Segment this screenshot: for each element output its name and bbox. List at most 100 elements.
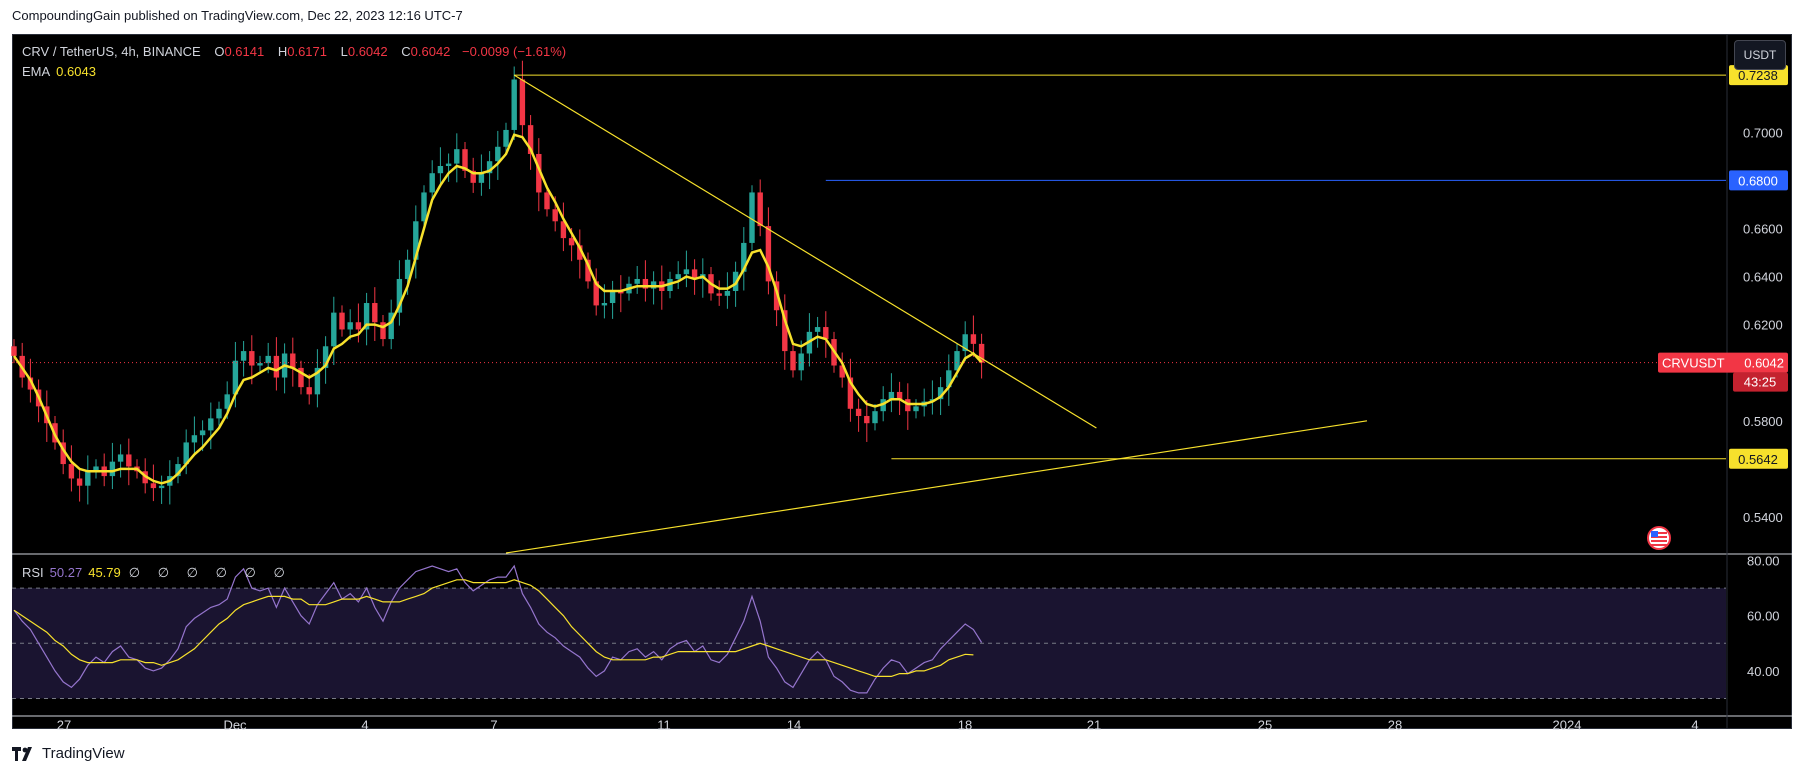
publisher-line: CompoundingGain published on TradingView… bbox=[12, 8, 463, 23]
candle-body bbox=[888, 391, 895, 400]
candle-body bbox=[872, 411, 878, 424]
candle-body bbox=[240, 351, 247, 361]
candle-body bbox=[814, 327, 821, 332]
candle-body bbox=[126, 454, 132, 467]
rsi-ma-line bbox=[13, 579, 974, 678]
candle-body bbox=[363, 303, 370, 330]
rsi-tick-label: 80.00 bbox=[1747, 554, 1780, 569]
time-tick-label: 4 bbox=[1691, 718, 1698, 733]
last-price-value: 0.6042 bbox=[1744, 356, 1784, 371]
candle-body bbox=[109, 461, 116, 477]
countdown-badge bbox=[1733, 372, 1788, 392]
candle-body bbox=[757, 192, 763, 227]
time-tick-label: 2024 bbox=[1553, 718, 1582, 733]
candle-body bbox=[798, 353, 804, 371]
currency-button[interactable]: USDT bbox=[1734, 40, 1786, 70]
candle-body bbox=[486, 161, 493, 174]
flag-stripe bbox=[1651, 544, 1667, 546]
candle-body bbox=[437, 166, 444, 174]
candle-body bbox=[855, 408, 862, 416]
candle-body bbox=[839, 365, 845, 378]
candle-body bbox=[962, 334, 968, 352]
candle-body bbox=[462, 149, 468, 171]
flag-stripe bbox=[1651, 536, 1667, 538]
candle-body bbox=[249, 351, 255, 366]
candle-body bbox=[208, 418, 214, 431]
candle-body bbox=[478, 173, 485, 183]
footer-brand[interactable]: TradingView bbox=[12, 745, 125, 762]
low-label: L bbox=[340, 44, 348, 59]
candle-body bbox=[544, 192, 550, 210]
flag-stripe bbox=[1651, 532, 1667, 534]
candle-body bbox=[224, 394, 230, 409]
price-tick-label: 0.6400 bbox=[1743, 270, 1783, 285]
candle-body bbox=[199, 430, 206, 436]
candle-body bbox=[823, 327, 829, 340]
ema-legend[interactable]: EMA 0.6043 bbox=[22, 64, 96, 79]
candle-body bbox=[683, 269, 690, 275]
candle-body bbox=[265, 355, 271, 364]
trendline bbox=[505, 420, 1368, 554]
flag-stripe bbox=[1651, 540, 1667, 542]
high-label: H bbox=[277, 44, 288, 59]
candle-body bbox=[413, 221, 419, 260]
time-tick-label: 14 bbox=[787, 718, 801, 733]
low-value: 0.6042 bbox=[347, 44, 388, 59]
candle-body bbox=[232, 360, 239, 395]
candle-body bbox=[85, 471, 91, 486]
candle-body bbox=[11, 346, 17, 356]
candle-body bbox=[642, 278, 649, 289]
candle-body bbox=[60, 442, 66, 465]
symbol-title[interactable]: CRV / TetherUS, 4h, BINANCE bbox=[22, 44, 201, 59]
candle-body bbox=[946, 370, 952, 388]
ema-label: EMA bbox=[22, 64, 51, 79]
rsi-extra-values: ∅ ∅ ∅ ∅ ∅ ∅ bbox=[128, 565, 292, 580]
rsi-label: RSI bbox=[22, 565, 44, 580]
candle-body bbox=[782, 310, 788, 352]
level-badge bbox=[1729, 170, 1788, 191]
candle-body bbox=[536, 153, 542, 193]
close-value: 0.6042 bbox=[410, 44, 451, 59]
rsi-value: 50.27 bbox=[49, 565, 83, 580]
price-tick-label: 0.5800 bbox=[1743, 414, 1783, 429]
candle-body bbox=[970, 334, 977, 344]
candle-body bbox=[495, 146, 501, 162]
time-tick-label: 25 bbox=[1258, 718, 1272, 733]
candle-body bbox=[76, 478, 83, 486]
candle-body bbox=[150, 483, 157, 489]
footer-brand-label: TradingView bbox=[42, 745, 125, 762]
candle-body bbox=[339, 312, 345, 330]
close-label: C bbox=[401, 44, 411, 59]
symbol-legend: CRV / TetherUS, 4h, BINANCE O0.6141 H0.6… bbox=[22, 44, 566, 59]
candle-body bbox=[978, 343, 985, 363]
candle-body bbox=[847, 377, 854, 409]
high-value: 0.6171 bbox=[287, 44, 327, 59]
candle-body bbox=[158, 485, 165, 489]
candle-body bbox=[954, 351, 960, 371]
rsi-ma-value: 45.79 bbox=[88, 565, 121, 580]
last-price-symbol: CRVUSDT bbox=[1662, 356, 1725, 371]
candle-body bbox=[290, 353, 296, 368]
change-value: −0.0099 (−1.61%) bbox=[462, 44, 567, 59]
candle-body bbox=[306, 387, 312, 395]
candle-body bbox=[347, 322, 353, 330]
open-value: 0.6141 bbox=[224, 44, 265, 59]
rsi-legend[interactable]: RSI 50.27 45.79 ∅ ∅ ∅ ∅ ∅ ∅ bbox=[22, 565, 292, 581]
countdown-label: 43:25 bbox=[1744, 375, 1777, 390]
us-flag-icon bbox=[1647, 526, 1671, 550]
candle-body bbox=[388, 312, 394, 340]
candle-body bbox=[741, 242, 747, 272]
open-label: O bbox=[214, 44, 225, 59]
candle-body bbox=[716, 293, 722, 296]
ema-line bbox=[12, 133, 983, 485]
trendline bbox=[513, 74, 1097, 429]
candle-body bbox=[601, 303, 608, 306]
time-tick-label: 11 bbox=[657, 718, 671, 733]
last-price-badge bbox=[1658, 352, 1788, 373]
price-tick-label: 0.5400 bbox=[1743, 510, 1783, 525]
candle-body bbox=[380, 322, 386, 340]
candle-body bbox=[331, 312, 337, 347]
level-label: 0.7238 bbox=[1738, 68, 1778, 83]
candle-body bbox=[765, 226, 772, 282]
